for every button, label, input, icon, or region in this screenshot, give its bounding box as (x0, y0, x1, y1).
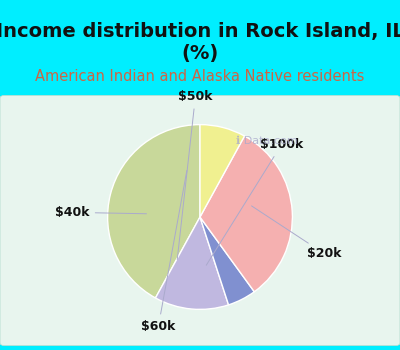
Text: $60k: $60k (141, 170, 187, 332)
Text: Income distribution in Rock Island, IL
(%): Income distribution in Rock Island, IL (… (0, 22, 400, 63)
Text: $20k: $20k (252, 206, 342, 260)
Wedge shape (156, 217, 228, 309)
Text: $100k: $100k (206, 139, 303, 265)
Wedge shape (108, 125, 200, 298)
FancyBboxPatch shape (0, 96, 400, 345)
Text: $40k: $40k (55, 206, 146, 219)
Text: $50k: $50k (177, 90, 213, 259)
Wedge shape (200, 125, 244, 217)
Text: American Indian and Alaska Native residents: American Indian and Alaska Native reside… (35, 69, 365, 84)
Wedge shape (200, 217, 254, 305)
Wedge shape (200, 136, 292, 292)
Text: ℹ Data.com: ℹ Data.com (236, 136, 298, 146)
